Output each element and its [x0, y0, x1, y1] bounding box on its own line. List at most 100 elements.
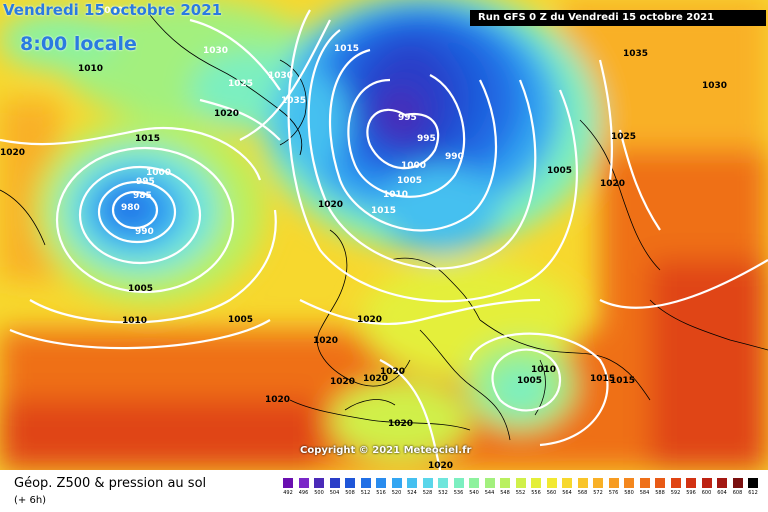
- isobar-label: 1015: [135, 134, 160, 144]
- run-info: Run GFS 0 Z du Vendredi 15 octobre 2021: [470, 10, 766, 26]
- isobar-label: 985: [133, 191, 152, 201]
- legend-label: 580: [624, 490, 634, 496]
- isobar-label: 980: [121, 203, 140, 213]
- isobar-label: 1010: [78, 64, 103, 74]
- isobar-label: 1020: [380, 367, 405, 377]
- legend-label: 588: [655, 490, 665, 496]
- legend-swatch: [314, 478, 324, 488]
- legend-label: 492: [283, 490, 293, 496]
- legend-label: 532: [438, 490, 448, 496]
- legend-swatch: [283, 478, 293, 488]
- legend-swatch: [639, 478, 650, 488]
- legend-swatch: [391, 478, 402, 488]
- legend-swatch: [453, 478, 464, 488]
- isobar-label: 1000: [401, 161, 426, 171]
- legend-swatch: [686, 478, 696, 488]
- forecast-offset: (+ 6h): [14, 495, 47, 506]
- legend-swatch: [655, 478, 665, 488]
- legend-swatch: [345, 478, 355, 488]
- legend-swatch: [515, 478, 526, 488]
- legend-swatch: [500, 478, 510, 488]
- legend-label: 516: [376, 490, 386, 496]
- isobar-label: 1005: [228, 315, 253, 325]
- isobar-label: 1020: [318, 200, 343, 210]
- legend-label: 612: [748, 490, 758, 496]
- legend-label: 552: [515, 490, 526, 496]
- legend-label: 508: [345, 490, 355, 496]
- legend-label: 500: [314, 490, 324, 496]
- legend-swatch: [438, 478, 448, 488]
- legend-label: 600: [701, 490, 712, 496]
- legend-label: 520: [391, 490, 402, 496]
- isobar-label: 1010: [122, 316, 147, 326]
- legend-swatch: [577, 478, 588, 488]
- legend-swatch: [407, 478, 417, 488]
- legend-label: 608: [732, 490, 743, 496]
- isobar-label: 1020: [330, 377, 355, 387]
- legend-label: 496: [298, 490, 309, 496]
- legend-label: 536: [453, 490, 464, 496]
- legend-label: 564: [562, 490, 572, 496]
- isobar-label: 1030: [268, 71, 293, 81]
- legend-label: 596: [686, 490, 696, 496]
- legend-label: 572: [593, 490, 603, 496]
- copyright: Copyright © 2021 Meteociel.fr: [300, 445, 472, 456]
- legend-swatch: [624, 478, 634, 488]
- legend-label: 560: [546, 490, 557, 496]
- geopotential-map: 1000 1010 1030 1025 1020 1030 1035 1015 …: [0, 0, 768, 470]
- legend-swatch: [701, 478, 712, 488]
- isobar-label: 1035: [281, 96, 306, 106]
- isobar-label: 1025: [611, 132, 636, 142]
- legend-swatch: [298, 478, 309, 488]
- legend-swatch: [562, 478, 572, 488]
- legend-label: 524: [407, 490, 417, 496]
- legend-label: 584: [639, 490, 650, 496]
- legend-swatch: [546, 478, 557, 488]
- isobar-label: 1005: [128, 284, 153, 294]
- legend-swatch: [748, 478, 758, 488]
- isobar-label: 1030: [203, 46, 228, 56]
- isobar-label: 1005: [397, 176, 422, 186]
- isobar-label: 995: [136, 177, 155, 187]
- legend-swatch: [531, 478, 541, 488]
- legend-label: 556: [531, 490, 541, 496]
- legend-swatch: [376, 478, 386, 488]
- isobar-label: 1000: [98, 6, 123, 16]
- isobar-label: 995: [398, 113, 417, 123]
- isobar-label: 1015: [610, 376, 635, 386]
- isobar-label: 990: [445, 152, 464, 162]
- isobar-label: 1020: [388, 419, 413, 429]
- isobar-label: 1015: [371, 206, 396, 216]
- isobar-label: 1020: [313, 336, 338, 346]
- isobar-label: 1035: [623, 49, 648, 59]
- isobar-label: 1020: [363, 374, 388, 384]
- isobar-label: 1015: [334, 44, 359, 54]
- legend-label: 568: [577, 490, 588, 496]
- forecast-date: Vendredi 15 octobre 2021: [3, 1, 223, 19]
- isobar-label: 1020: [265, 395, 290, 405]
- isobar-label: 1025: [228, 79, 253, 89]
- legend-swatch: [422, 478, 433, 488]
- legend-swatch: [360, 478, 371, 488]
- isobar-label: 1005: [547, 166, 572, 176]
- legend-swatch: [670, 478, 681, 488]
- legend-swatch: [717, 478, 727, 488]
- isobar-label: 995: [417, 134, 436, 144]
- legend-label: 604: [717, 490, 727, 496]
- legend-label: 528: [422, 490, 433, 496]
- forecast-time: 8:00 locale: [20, 33, 137, 55]
- legend-label: 504: [329, 490, 340, 496]
- legend-swatch: [484, 478, 495, 488]
- isobar-label: 1000: [146, 168, 171, 178]
- map-title: Géop. Z500 & pression au sol: [14, 476, 207, 491]
- legend-label: 512: [360, 490, 371, 496]
- legend-swatch: [608, 478, 619, 488]
- isobar-label: 1020: [428, 461, 453, 470]
- legend-label: 544: [484, 490, 495, 496]
- legend-label: 548: [500, 490, 510, 496]
- geopotential-field: [0, 0, 768, 470]
- isobar-label: 1020: [0, 148, 25, 158]
- legend-label: 540: [469, 490, 479, 496]
- isobar-label: 1020: [357, 315, 382, 325]
